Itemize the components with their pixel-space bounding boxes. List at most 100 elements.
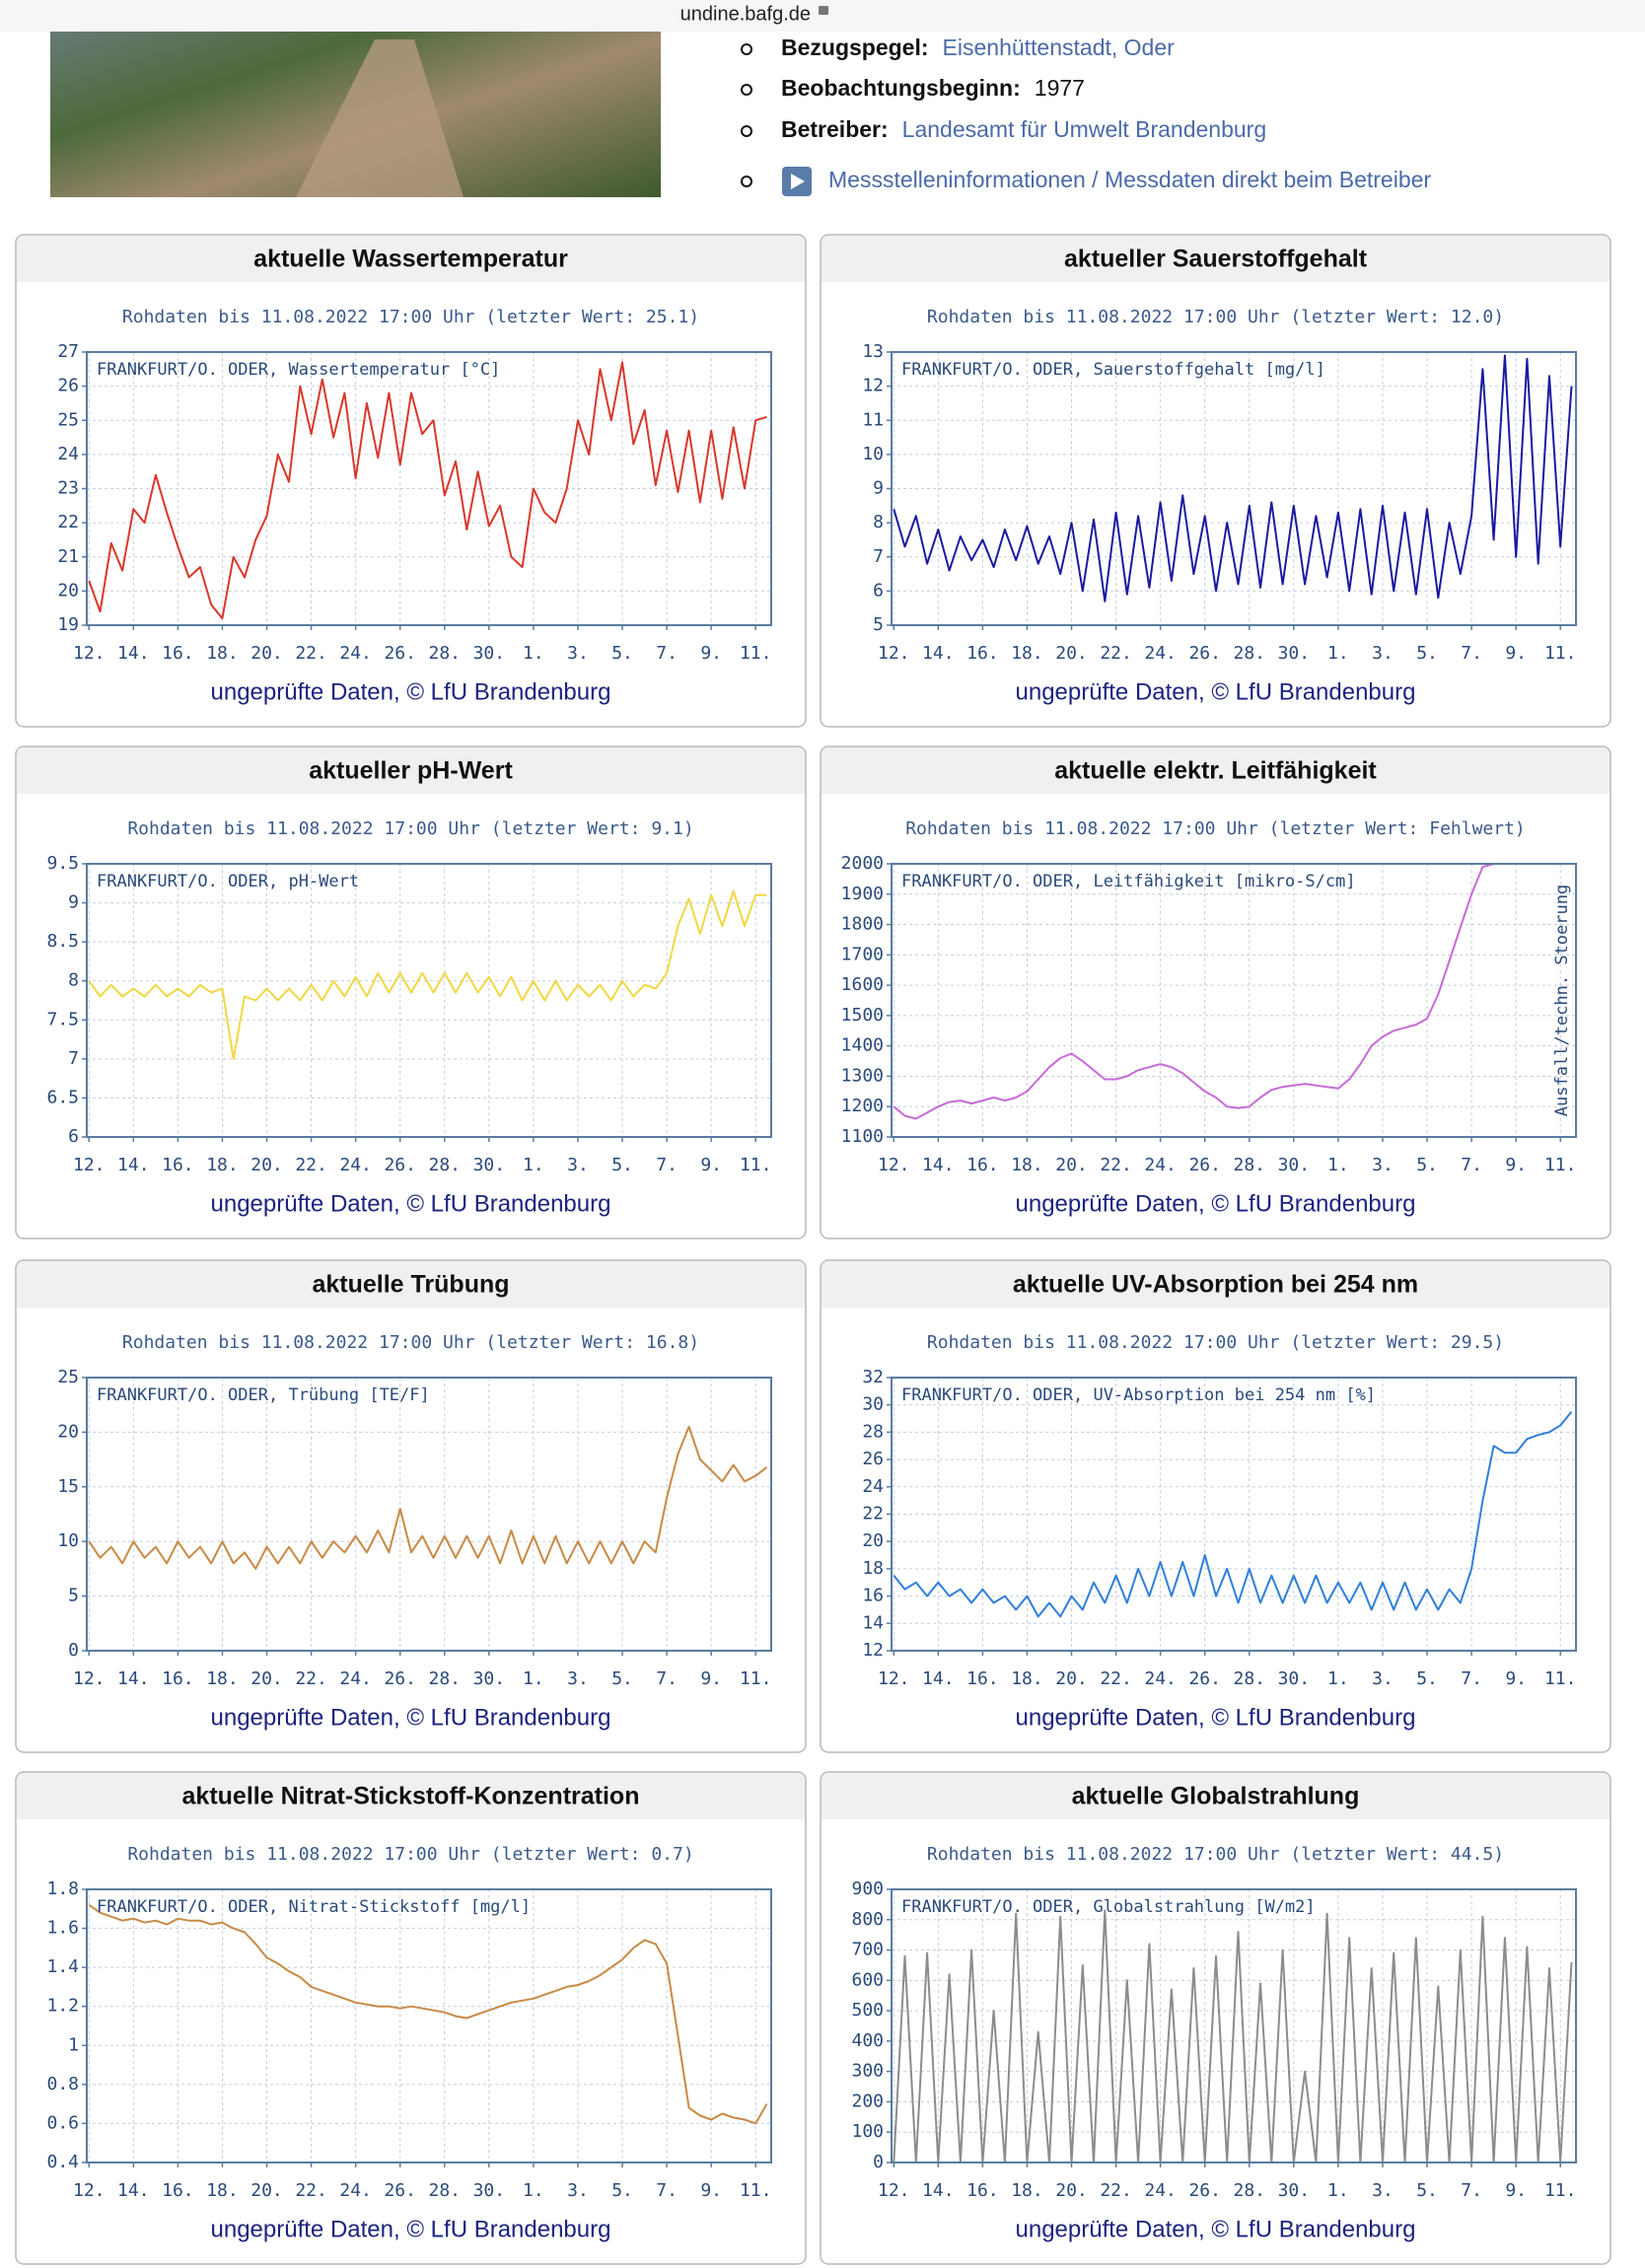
x-tick-label: 1.: [523, 2180, 544, 2201]
y-tick-label: 19: [57, 614, 79, 635]
panel: [15, 234, 807, 728]
x-tick-label: 22.: [1100, 2180, 1132, 2201]
plot-frame: [891, 351, 1577, 626]
chart-source: ungeprüfte Daten, © LfU Brandenburg: [211, 1190, 611, 1217]
x-tick-label: 11.: [740, 1155, 772, 1175]
x-tick-label: 26.: [1188, 1155, 1221, 1175]
chart-source: ungeprüfte Daten, © LfU Brandenburg: [211, 2216, 611, 2242]
y-tick-label: 30: [862, 1394, 884, 1415]
y-tick-label: 20: [862, 1530, 884, 1551]
x-tick-label: 22.: [295, 2180, 327, 2201]
info-value[interactable]: Landesamt für Umwelt Brandenburg: [902, 116, 1266, 142]
x-tick-label: 5.: [1416, 2180, 1438, 2201]
lock-icon: [819, 6, 828, 15]
x-tick-label: 20.: [250, 1668, 283, 1689]
x-tick-label: 28.: [1234, 2180, 1266, 2201]
x-tick-label: 7.: [656, 643, 678, 664]
x-tick-label: 1.: [1327, 1668, 1349, 1689]
y-tick-label: 6.5: [46, 1087, 79, 1107]
y-tick-label: 0: [68, 1640, 79, 1661]
x-tick-label: 22.: [295, 1668, 327, 1689]
x-tick-label: 12.: [73, 2180, 106, 2201]
x-tick-label: 11.: [1544, 643, 1577, 664]
y-tick-label: 14: [862, 1612, 884, 1633]
y-tick-label: 32: [862, 1367, 884, 1387]
x-tick-label: 24.: [339, 2180, 372, 2201]
x-tick-label: 14.: [922, 1155, 955, 1175]
x-tick-label: 26.: [384, 1668, 416, 1689]
panel-header: [17, 1773, 805, 1819]
chart-subtitle: Rohdaten bis 11.08.2022 17:00 Uhr (letzt…: [122, 1332, 699, 1353]
x-tick-label: 26.: [384, 1155, 416, 1175]
x-tick-label: 1.: [1327, 1155, 1349, 1175]
x-tick-label: 11.: [740, 1668, 772, 1689]
x-tick-label: 22.: [1100, 643, 1132, 664]
plot-frame: [891, 1888, 1577, 2163]
x-tick-label: 12.: [878, 1668, 910, 1689]
x-tick-label: 16.: [966, 2180, 999, 2201]
y-tick-label: 7: [873, 546, 884, 567]
x-tick-label: 11.: [740, 643, 772, 664]
y-tick-label: 1.8: [46, 1878, 79, 1899]
series-label: FRANKFURT/O. ODER, Trübung [TE/F]: [97, 1385, 430, 1405]
x-tick-label: 16.: [162, 1668, 194, 1689]
x-tick-label: 30.: [1278, 2180, 1311, 2201]
x-tick-label: 9.: [1505, 643, 1527, 664]
x-tick-label: 7.: [1461, 1668, 1482, 1689]
y-tick-label: 1900: [841, 884, 884, 904]
info-label: Betreiber:: [781, 116, 889, 142]
x-tick-label: 20.: [250, 2180, 283, 2201]
panel: [820, 1259, 1611, 1753]
chart-source: ungeprüfte Daten, © LfU Brandenburg: [1016, 1704, 1416, 1731]
x-tick-label: 28.: [1234, 1155, 1266, 1175]
data-line: [88, 1425, 768, 1570]
x-tick-label: 12.: [878, 643, 910, 664]
x-tick-label: 26.: [384, 2180, 416, 2201]
panel-header: [822, 1261, 1609, 1308]
panel-title: aktuelle Nitrat-Stickstoff-Konzentration: [182, 1783, 640, 1810]
y-tick-label: 22: [862, 1504, 884, 1524]
x-tick-label: 20.: [250, 1155, 283, 1175]
x-tick-label: 22.: [295, 1155, 327, 1175]
panel-header: [17, 236, 805, 282]
y-tick-label: 1800: [841, 914, 884, 935]
x-tick-label: 14.: [922, 1668, 955, 1689]
y-tick-label: 7.5: [46, 1009, 79, 1029]
x-tick-label: 12.: [73, 643, 106, 664]
x-tick-label: 30.: [473, 1668, 506, 1689]
y-tick-label: 1.4: [46, 1956, 79, 1977]
x-tick-label: 1.: [1327, 2180, 1349, 2201]
x-tick-label: 30.: [473, 2180, 506, 2201]
chart-subtitle: Rohdaten bis 11.08.2022 17:00 Uhr (letzt…: [127, 818, 693, 839]
photo-path: [296, 39, 464, 197]
chart-source: ungeprüfte Daten, © LfU Brandenburg: [211, 1704, 611, 1731]
annotation: Ausfall/techn. Stoerung: [1552, 885, 1572, 1116]
y-tick-label: 8: [68, 970, 79, 991]
chart-source: ungeprüfte Daten, © LfU Brandenburg: [1016, 678, 1416, 705]
x-tick-label: 26.: [384, 643, 416, 664]
x-tick-label: 26.: [1188, 2180, 1221, 2201]
chart-subtitle: Rohdaten bis 11.08.2022 17:00 Uhr (letzt…: [927, 1844, 1504, 1865]
y-tick-label: 10: [862, 444, 884, 464]
x-tick-label: 9.: [1505, 2180, 1527, 2201]
x-tick-label: 5.: [1416, 1668, 1438, 1689]
x-tick-label: 7.: [656, 1668, 678, 1689]
y-tick-label: 5: [873, 614, 884, 635]
y-tick-label: 25: [57, 409, 79, 430]
info-link[interactable]: Messstelleninformationen / Messdaten dir…: [828, 167, 1431, 192]
chart-subtitle: Rohdaten bis 11.08.2022 17:00 Uhr (letzt…: [927, 307, 1504, 327]
chart-source: ungeprüfte Daten, © LfU Brandenburg: [1016, 2216, 1416, 2242]
info-list: Bezugspegel: Eisenhüttenstadt, Oder Beobac…: [741, 35, 1431, 196]
x-tick-label: 24.: [339, 643, 372, 664]
x-tick-label: 18.: [1011, 1668, 1043, 1689]
panel-title: aktuelle Trübung: [312, 1271, 509, 1299]
x-tick-label: 28.: [429, 1155, 462, 1175]
x-tick-label: 5.: [611, 2180, 633, 2201]
info-value[interactable]: Eisenhüttenstadt, Oder: [943, 35, 1176, 60]
x-tick-label: 7.: [1461, 1155, 1482, 1175]
x-tick-label: 16.: [162, 643, 194, 664]
panel: [820, 745, 1611, 1240]
x-tick-label: 26.: [1188, 643, 1221, 664]
info-item: Beobachtungsbeginn: 1977: [781, 75, 1085, 101]
panel-title: aktuelle elektr. Leitfähigkeit: [1054, 757, 1377, 785]
